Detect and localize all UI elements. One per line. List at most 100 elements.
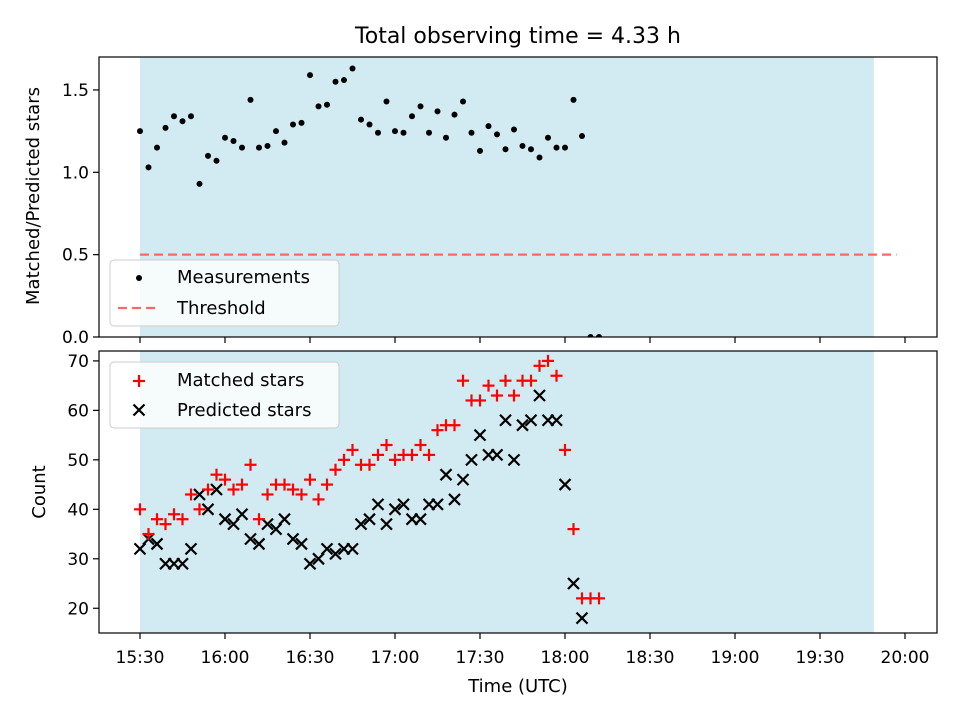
predicted-star-point — [397, 498, 410, 511]
measurement-point — [570, 96, 577, 103]
matched-star-point — [542, 354, 554, 367]
x-tick-label: 15:30 — [116, 648, 165, 668]
matched-star-point — [244, 458, 257, 471]
measurement-point — [298, 119, 305, 126]
matched-star-point — [312, 493, 325, 506]
top-legend: Measurements Threshold — [109, 259, 340, 327]
matched-star-point — [533, 359, 546, 372]
predicted-star-point — [388, 503, 402, 516]
x-tick-label: 19:00 — [711, 648, 760, 668]
matched-star-point — [525, 374, 537, 387]
matched-star-point — [593, 592, 605, 605]
legend-marker-matched — [133, 375, 145, 387]
predicted-star-point — [473, 428, 487, 442]
matched-star-point — [482, 379, 495, 392]
predicted-star-point — [244, 532, 257, 546]
x-tick-label: 19:30 — [796, 648, 845, 668]
matched-star-point — [261, 488, 274, 501]
predicted-star-point — [295, 537, 308, 551]
predicted-star-point — [533, 389, 546, 402]
measurement-point — [341, 77, 347, 84]
matched-star-point — [176, 513, 189, 526]
predicted-star-point — [227, 517, 240, 531]
predicted-star-point — [507, 453, 521, 467]
measurement-point — [383, 98, 390, 105]
measurement-point — [460, 98, 466, 105]
matched-star-point — [363, 458, 376, 471]
measurement-point — [332, 78, 339, 85]
bottom-legend: Matched stars Predicted stars — [109, 361, 340, 429]
measurement-point — [222, 134, 228, 141]
matched-star-point — [431, 424, 444, 437]
y-tick-label: 70 — [67, 352, 89, 372]
measurement-point — [307, 72, 313, 79]
measurement-point — [502, 146, 509, 153]
measurement-point — [451, 111, 458, 118]
matched-star-point — [321, 478, 333, 491]
matched-star-point — [491, 389, 503, 402]
matched-star-point — [159, 518, 172, 531]
measurement-point — [145, 164, 152, 171]
measurement-point — [579, 133, 585, 140]
predicted-star-point — [218, 512, 232, 526]
matched-star-point — [567, 523, 580, 536]
predicted-star-point — [380, 517, 393, 531]
matched-star-point — [508, 389, 520, 402]
matched-star-point — [448, 419, 461, 432]
predicted-star-point — [524, 413, 538, 427]
x-tick-label: 18:00 — [541, 648, 590, 668]
y-tick-label: 1.5 — [62, 81, 89, 101]
predicted-star-point — [448, 493, 461, 506]
predicted-star-point — [312, 552, 325, 566]
predicted-star-point — [261, 517, 274, 531]
measurement-point — [162, 124, 169, 131]
measurement-point — [409, 113, 415, 120]
x-tick-label: 17:00 — [371, 648, 420, 668]
matched-star-point — [219, 473, 231, 486]
matched-star-point — [295, 488, 308, 501]
measurement-point — [468, 129, 475, 136]
legend-label-matched: Matched stars — [177, 370, 304, 391]
predicted-star-point — [431, 498, 444, 511]
predicted-star-point — [176, 557, 189, 571]
measurement-point — [553, 144, 560, 151]
predicted-star-point — [516, 418, 529, 432]
matched-star-point — [151, 513, 163, 526]
bottom-y-axis-label: Count — [29, 465, 50, 518]
matched-star-point — [227, 483, 240, 496]
matched-star-point — [168, 508, 180, 521]
matched-star-point — [134, 503, 146, 516]
predicted-star-point — [150, 537, 164, 551]
measurement-point — [511, 126, 517, 133]
legend-box — [109, 259, 340, 327]
matched-star-point — [423, 448, 435, 461]
measurement-point — [434, 108, 441, 115]
predicted-star-point — [133, 542, 147, 556]
matched-star-point — [278, 478, 291, 491]
measurement-point — [485, 123, 492, 130]
measurement-point — [443, 134, 449, 141]
predicted-star-point — [346, 542, 359, 556]
x-tick-label: 16:00 — [201, 648, 250, 668]
predicted-star-point — [278, 512, 291, 526]
predicted-star-point — [490, 448, 504, 462]
matched-star-point — [202, 483, 214, 496]
measurement-point — [349, 65, 356, 72]
measurement-point — [273, 128, 279, 135]
matched-star-point — [372, 448, 384, 461]
x-tick-label: 16:30 — [286, 648, 335, 668]
matched-star-point — [304, 473, 316, 486]
measurement-point — [290, 121, 296, 128]
measurement-point — [366, 121, 373, 128]
measurement-point — [205, 152, 211, 159]
measurement-point — [400, 129, 407, 136]
measurement-point — [562, 144, 568, 151]
predicted-star-point — [210, 483, 223, 496]
matched-star-point — [406, 448, 418, 461]
matched-star-point — [346, 443, 359, 456]
matched-star-point — [414, 439, 427, 451]
measurement-point — [137, 128, 143, 135]
matched-star-point — [474, 394, 486, 407]
measurement-point — [188, 113, 194, 120]
predicted-star-point — [414, 512, 427, 526]
